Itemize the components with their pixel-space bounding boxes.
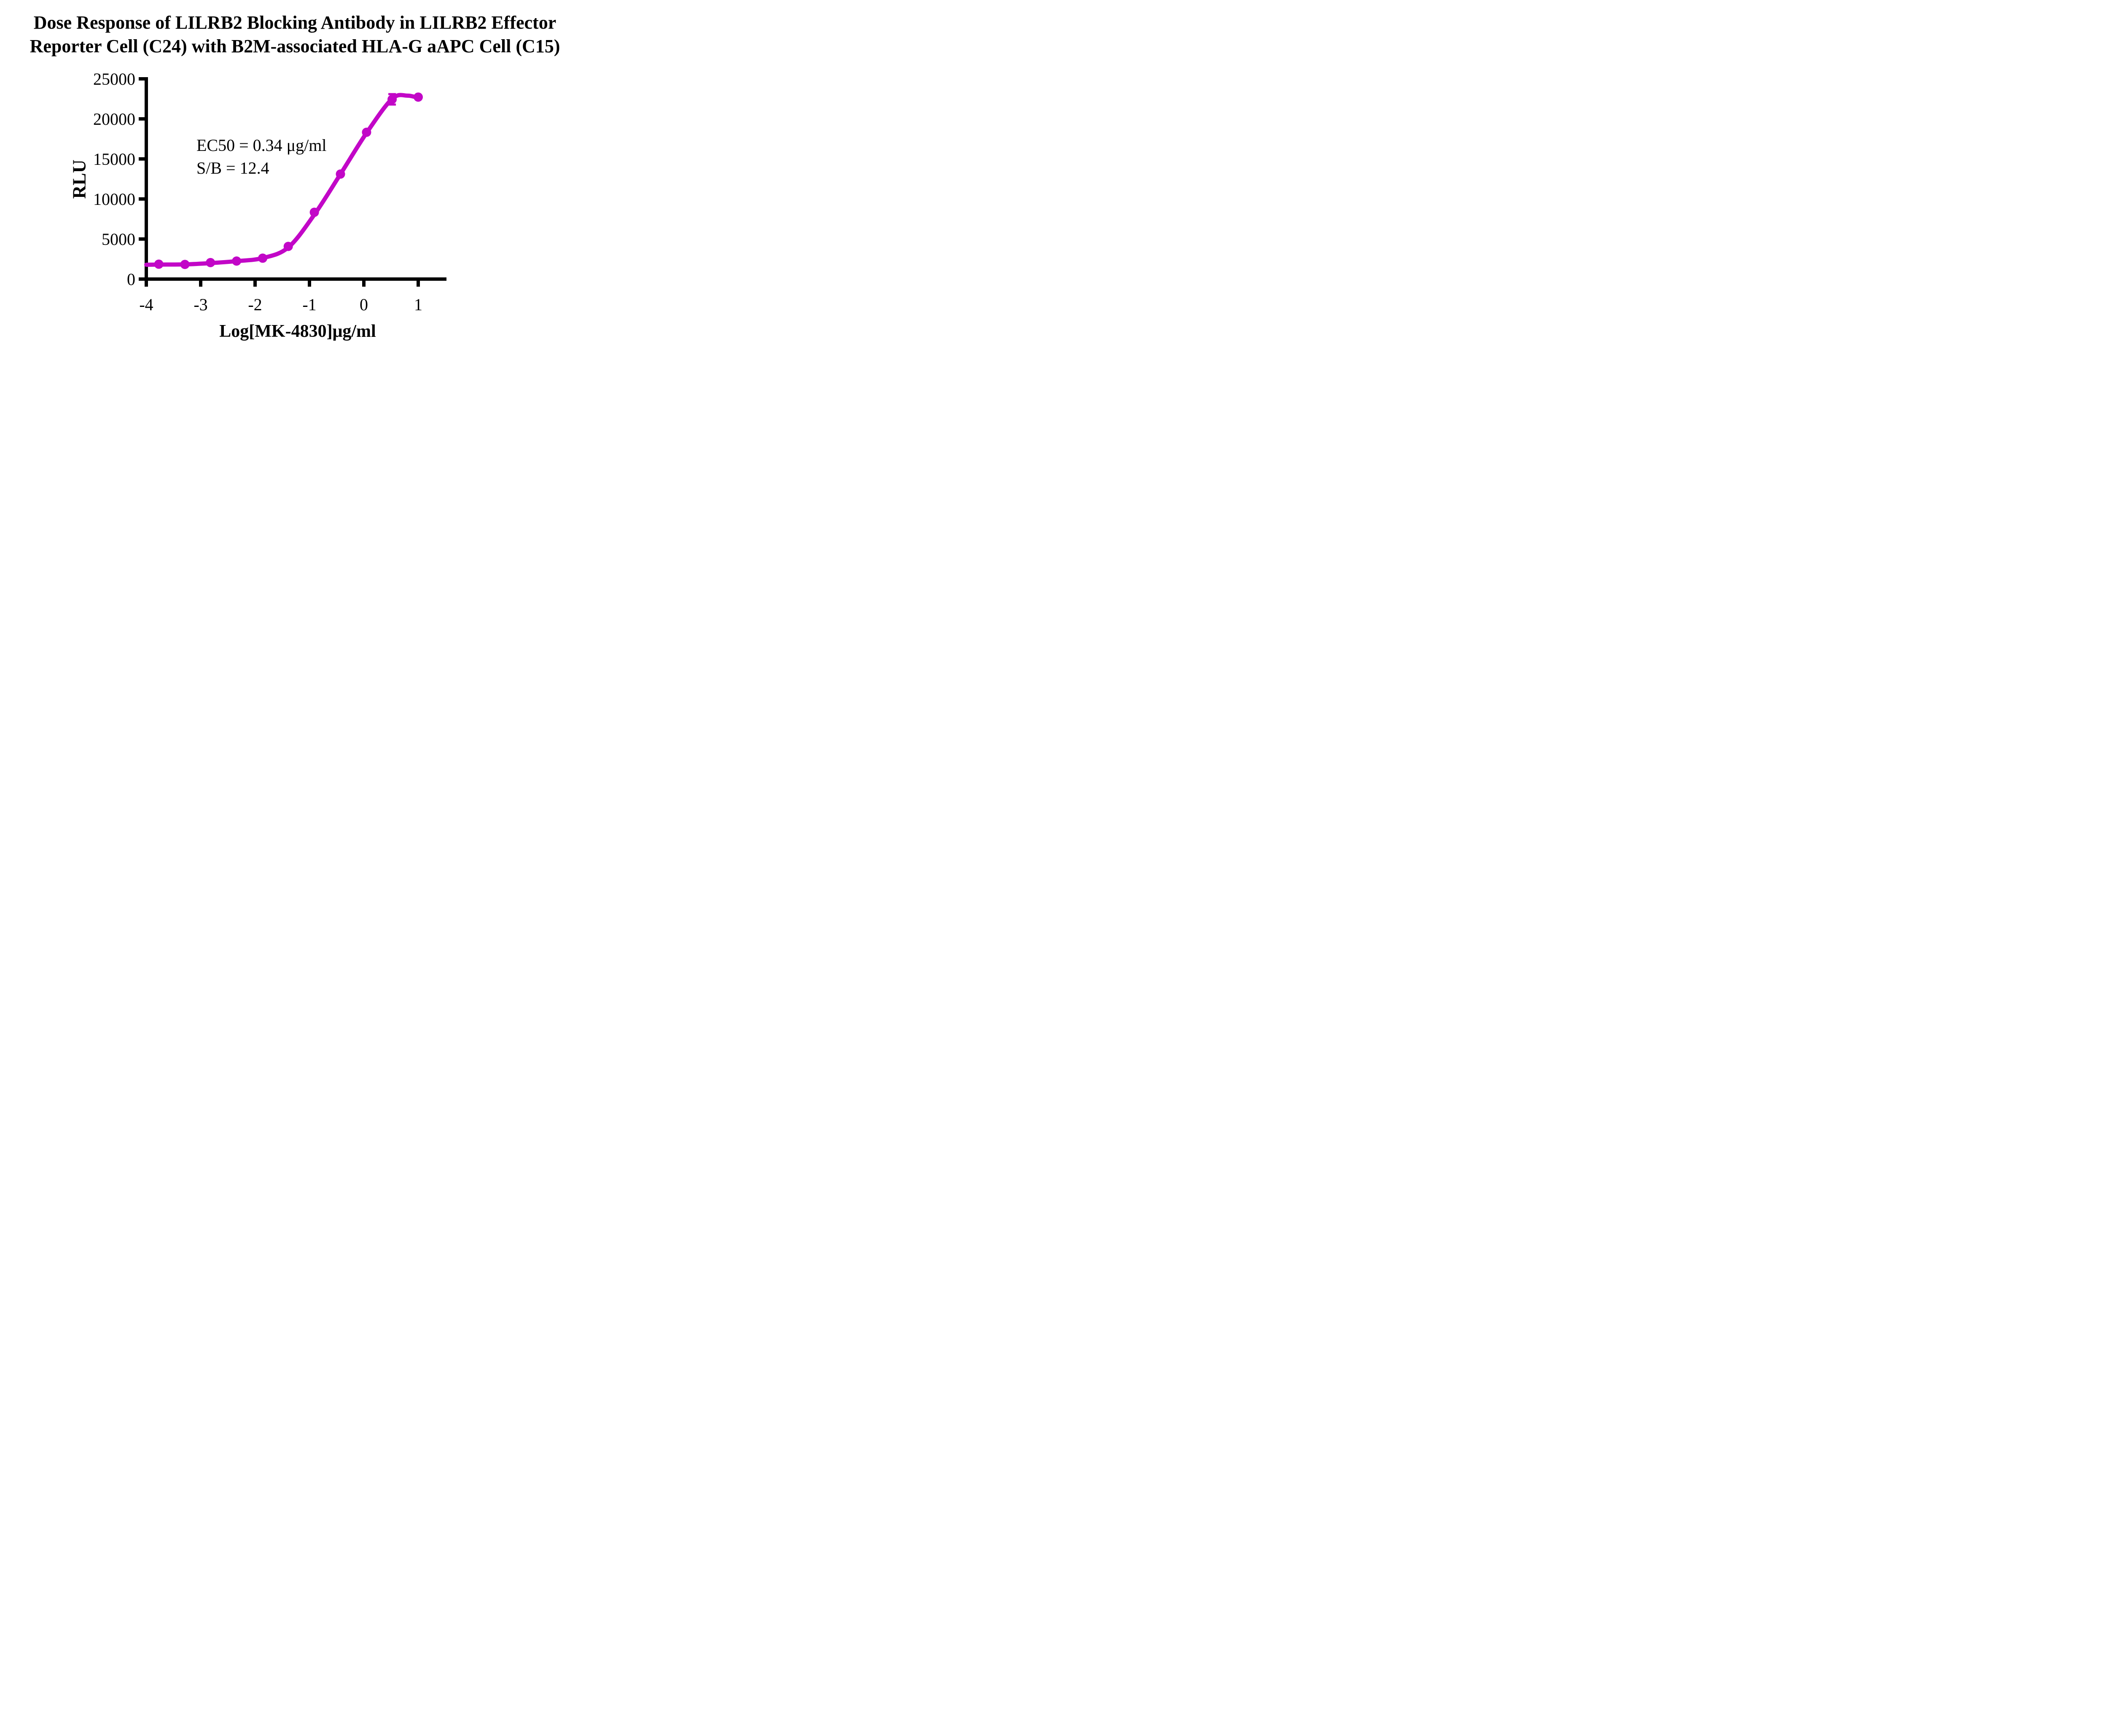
x-tick-label: 1 [414, 295, 422, 314]
fit-annotation: EC50 = 0.34 μg/ml S/B = 12.4 [196, 134, 326, 180]
data-point [258, 253, 268, 263]
ec50-annotation: EC50 = 0.34 μg/ml [196, 136, 327, 155]
x-tick-label: -3 [194, 295, 208, 314]
plot-area [139, 77, 446, 287]
data-point [336, 169, 345, 179]
x-axis-label: Log[MK-4830]μg/ml [219, 322, 376, 341]
x-tick-label: -4 [139, 295, 153, 314]
chart-title-line-1: Dose Response of LILRB2 Blocking Antibod… [33, 12, 557, 33]
y-tick-label: 5000 [102, 230, 135, 249]
chart-title: Dose Response of LILRB2 Blocking Antibod… [0, 11, 590, 58]
x-tick-label: -1 [302, 295, 317, 314]
x-tick-label: -2 [248, 295, 262, 314]
data-point [154, 259, 164, 269]
dose-response-chart: Dose Response of LILRB2 Blocking Antibod… [0, 0, 590, 347]
data-point [309, 207, 319, 217]
data-point [206, 258, 215, 267]
data-point [232, 256, 242, 266]
y-tick-label: 10000 [93, 190, 135, 209]
y-tick-label: 25000 [93, 70, 135, 89]
signal-background-annotation: S/B = 12.4 [196, 159, 269, 177]
y-tick-label: 20000 [93, 110, 135, 129]
x-tick-label: 0 [360, 295, 368, 314]
chart-title-line-2: Reporter Cell (C24) with B2M-associated … [30, 35, 560, 56]
data-point [283, 242, 293, 251]
y-tick-label: 15000 [93, 150, 135, 169]
data-point [362, 127, 371, 137]
data-point [180, 260, 190, 269]
dose-response-curve [144, 93, 422, 267]
data-point [387, 94, 397, 104]
y-tick-label: 0 [127, 270, 135, 289]
data-point [414, 92, 423, 102]
